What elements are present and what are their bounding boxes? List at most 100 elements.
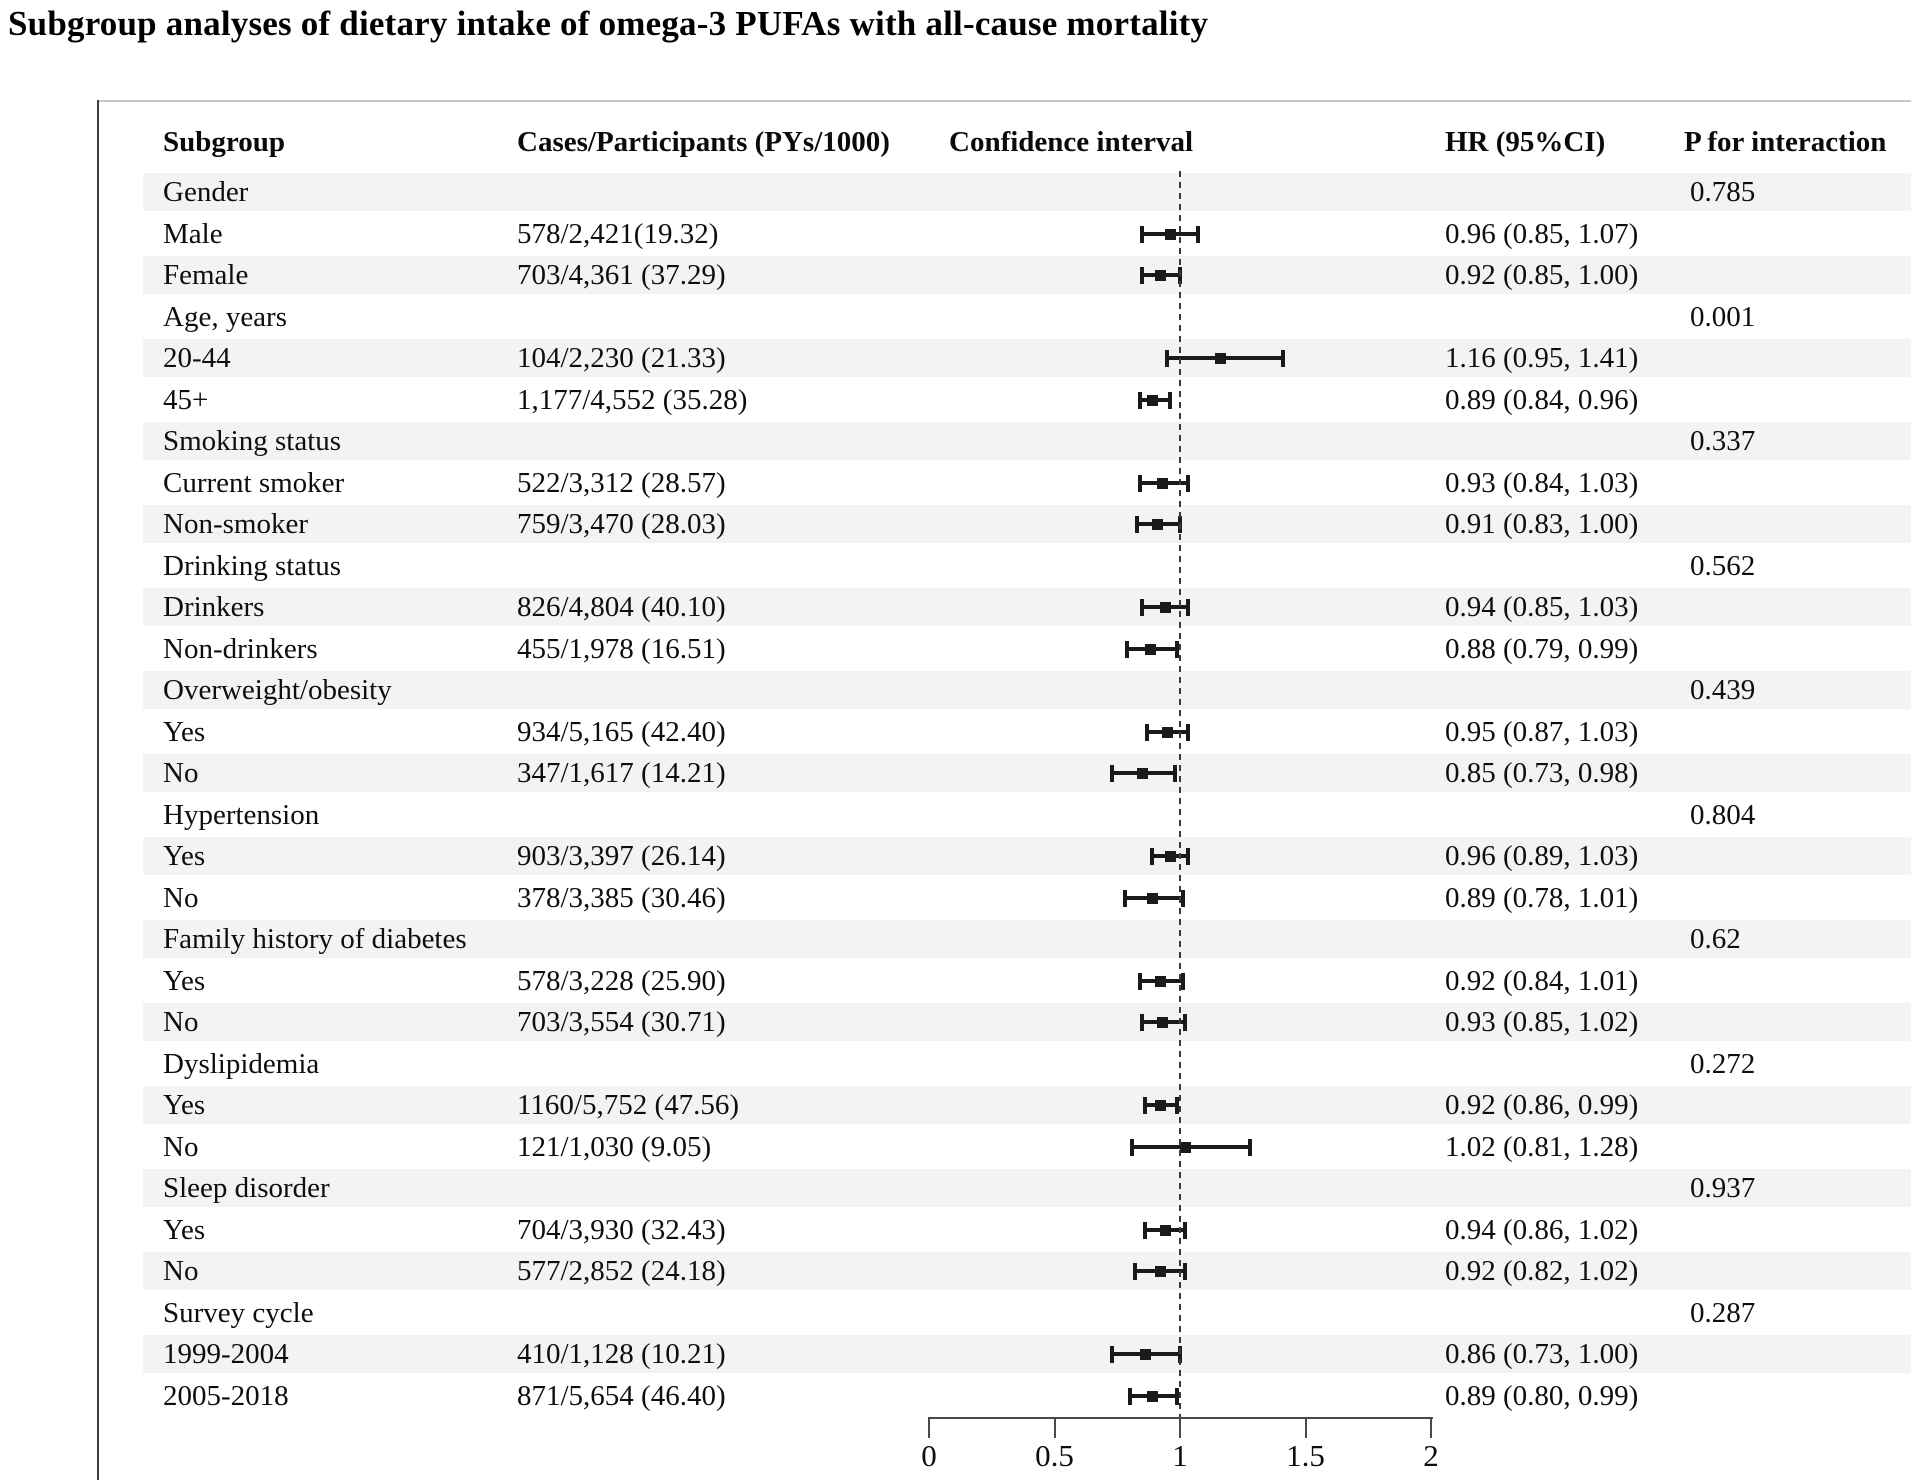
cases-value: 378/3,385 (30.46): [517, 881, 726, 914]
row-stripe: [143, 256, 1911, 294]
hr-value: 0.96 (0.85, 1.07): [1445, 217, 1639, 250]
ci-cap-right: [1185, 599, 1190, 616]
hr-value: 0.91 (0.83, 1.00): [1445, 508, 1639, 540]
ci-cap-left: [1110, 1346, 1115, 1363]
ci-cap-right: [1180, 889, 1185, 907]
row-stripe: [143, 422, 1911, 460]
subgroup-label: 1999-2004: [163, 1338, 289, 1370]
p-value: 0.937: [1690, 1172, 1756, 1204]
ci-cap-right: [1248, 1138, 1253, 1156]
subgroup-label: Non-drinkers: [163, 632, 318, 665]
ci-point-marker: [1164, 228, 1176, 240]
ci-cap-left: [1125, 640, 1130, 658]
table-row-group: Drinking status 0.562: [143, 545, 1911, 587]
reference-line-hr1: [1179, 171, 1181, 1417]
row-stripe: [143, 671, 1911, 709]
ci-cap-left: [1145, 723, 1150, 741]
ci-point-marker: [1152, 519, 1164, 530]
cases-value: 903/3,397 (26.14): [517, 840, 726, 872]
row-stripe: [143, 1003, 1911, 1041]
table-row: No 347/1,617 (14.21) 0.85 (0.73, 0.98): [143, 752, 1911, 794]
hr-value: 0.96 (0.89, 1.03): [1445, 840, 1639, 872]
hr-value: 0.86 (0.73, 1.00): [1445, 1338, 1639, 1370]
ci-cap-left: [1140, 1014, 1145, 1031]
ci-cap-right: [1183, 1221, 1188, 1239]
panel-left-border: [97, 100, 99, 1480]
row-stripe: [143, 339, 1911, 377]
axis-tick-label: 0.5: [1035, 1438, 1074, 1473]
p-value: 0.272: [1690, 1047, 1756, 1080]
column-header-ci: Confidence interval: [949, 126, 1194, 158]
subgroup-label: Drinkers: [163, 591, 265, 623]
ci-point-marker: [1157, 477, 1169, 489]
p-value: 0.62: [1690, 923, 1741, 955]
table-row: Non-smoker 759/3,470 (28.03) 0.91 (0.83, 1…: [143, 503, 1911, 545]
subgroup-label: Family history of diabetes: [163, 923, 467, 955]
ci-cap-left: [1150, 848, 1155, 865]
table-row-group: Smoking status 0.337: [143, 420, 1911, 462]
ci-cap-right: [1185, 848, 1190, 865]
ci-point-marker: [1159, 1224, 1171, 1236]
axis-tick-label: 1.5: [1286, 1438, 1325, 1473]
p-value: 0.001: [1690, 300, 1756, 333]
ci-cap-left: [1130, 1138, 1135, 1156]
ci-cap-right: [1180, 972, 1185, 990]
ci-cap-left: [1137, 474, 1142, 492]
cases-value: 871/5,654 (46.40): [517, 1379, 726, 1412]
ci-cap-right: [1185, 723, 1190, 741]
hr-value: 0.89 (0.84, 0.96): [1445, 383, 1639, 416]
subgroup-label: 20-44: [163, 342, 231, 374]
ci-cap-right: [1183, 1263, 1188, 1280]
ci-cap-left: [1140, 599, 1145, 616]
cases-value: 1160/5,752 (47.56): [517, 1089, 740, 1121]
ci-cap-left: [1142, 1221, 1147, 1239]
ci-cap-left: [1110, 765, 1115, 782]
table-row-group: Gender 0.785: [143, 171, 1911, 213]
cases-value: 578/3,228 (25.90): [517, 964, 726, 997]
cases-value: 104/2,230 (21.33): [517, 342, 726, 374]
row-stripe: [143, 837, 1911, 875]
hr-value: 0.89 (0.78, 1.01): [1445, 881, 1639, 914]
table-row: Yes 578/3,228 (25.90) 0.92 (0.84, 1.01): [143, 960, 1911, 1002]
cases-value: 704/3,930 (32.43): [517, 1213, 726, 1246]
subgroup-label: No: [163, 1006, 199, 1038]
ci-point-marker: [1159, 602, 1171, 613]
axis-tick-label: 0: [921, 1438, 937, 1473]
ci-cap-right: [1175, 640, 1180, 658]
subgroup-label: No: [163, 1255, 199, 1287]
subgroup-label: Age, years: [163, 300, 288, 333]
hr-value: 0.89 (0.80, 0.99): [1445, 1379, 1639, 1412]
ci-cap-right: [1183, 1014, 1188, 1031]
hr-value: 0.92 (0.84, 1.01): [1445, 964, 1639, 997]
ci-point-marker: [1215, 353, 1227, 364]
ci-point-marker: [1154, 270, 1166, 281]
row-stripe: [143, 173, 1911, 211]
ci-point-marker: [1137, 768, 1149, 779]
table-row: No 703/3,554 (30.71) 0.93 (0.85, 1.02): [143, 1001, 1911, 1043]
table-row-group: Survey cycle 0.287: [143, 1292, 1911, 1334]
table-row-group: Age, years 0.001: [143, 296, 1911, 338]
table-row: 1999-2004 410/1,128 (10.21) 0.86 (0.73, 1.…: [143, 1333, 1911, 1375]
column-header-subgroup: Subgroup: [163, 126, 285, 158]
ci-cap-right: [1280, 350, 1285, 367]
subgroup-label: Current smoker: [163, 466, 345, 499]
cases-value: 934/5,165 (42.40): [517, 715, 726, 748]
hr-value: 0.95 (0.87, 1.03): [1445, 715, 1639, 748]
ci-cap-left: [1122, 889, 1127, 907]
column-header-p: P for interaction: [1684, 126, 1887, 158]
subgroup-label: Non-smoker: [163, 508, 308, 540]
row-stripe: [143, 1252, 1911, 1290]
hr-value: 0.92 (0.82, 1.02): [1445, 1255, 1639, 1287]
figure-title: Subgroup analyses of dietary intake of o…: [8, 4, 1209, 43]
axis-tick: [1053, 1417, 1056, 1438]
ci-cap-left: [1137, 972, 1142, 990]
hr-value: 0.93 (0.85, 1.02): [1445, 1006, 1639, 1038]
ci-errorbar: [1132, 1144, 1251, 1149]
hr-value: 0.94 (0.86, 1.02): [1445, 1213, 1639, 1246]
subgroup-label: Drinking status: [163, 549, 342, 582]
table-row: Male 578/2,421(19.32) 0.96 (0.85, 1.07): [143, 213, 1911, 255]
subgroup-label: Hypertension: [163, 798, 320, 831]
cases-value: 703/3,554 (30.71): [517, 1006, 726, 1038]
p-value: 0.785: [1690, 176, 1756, 208]
